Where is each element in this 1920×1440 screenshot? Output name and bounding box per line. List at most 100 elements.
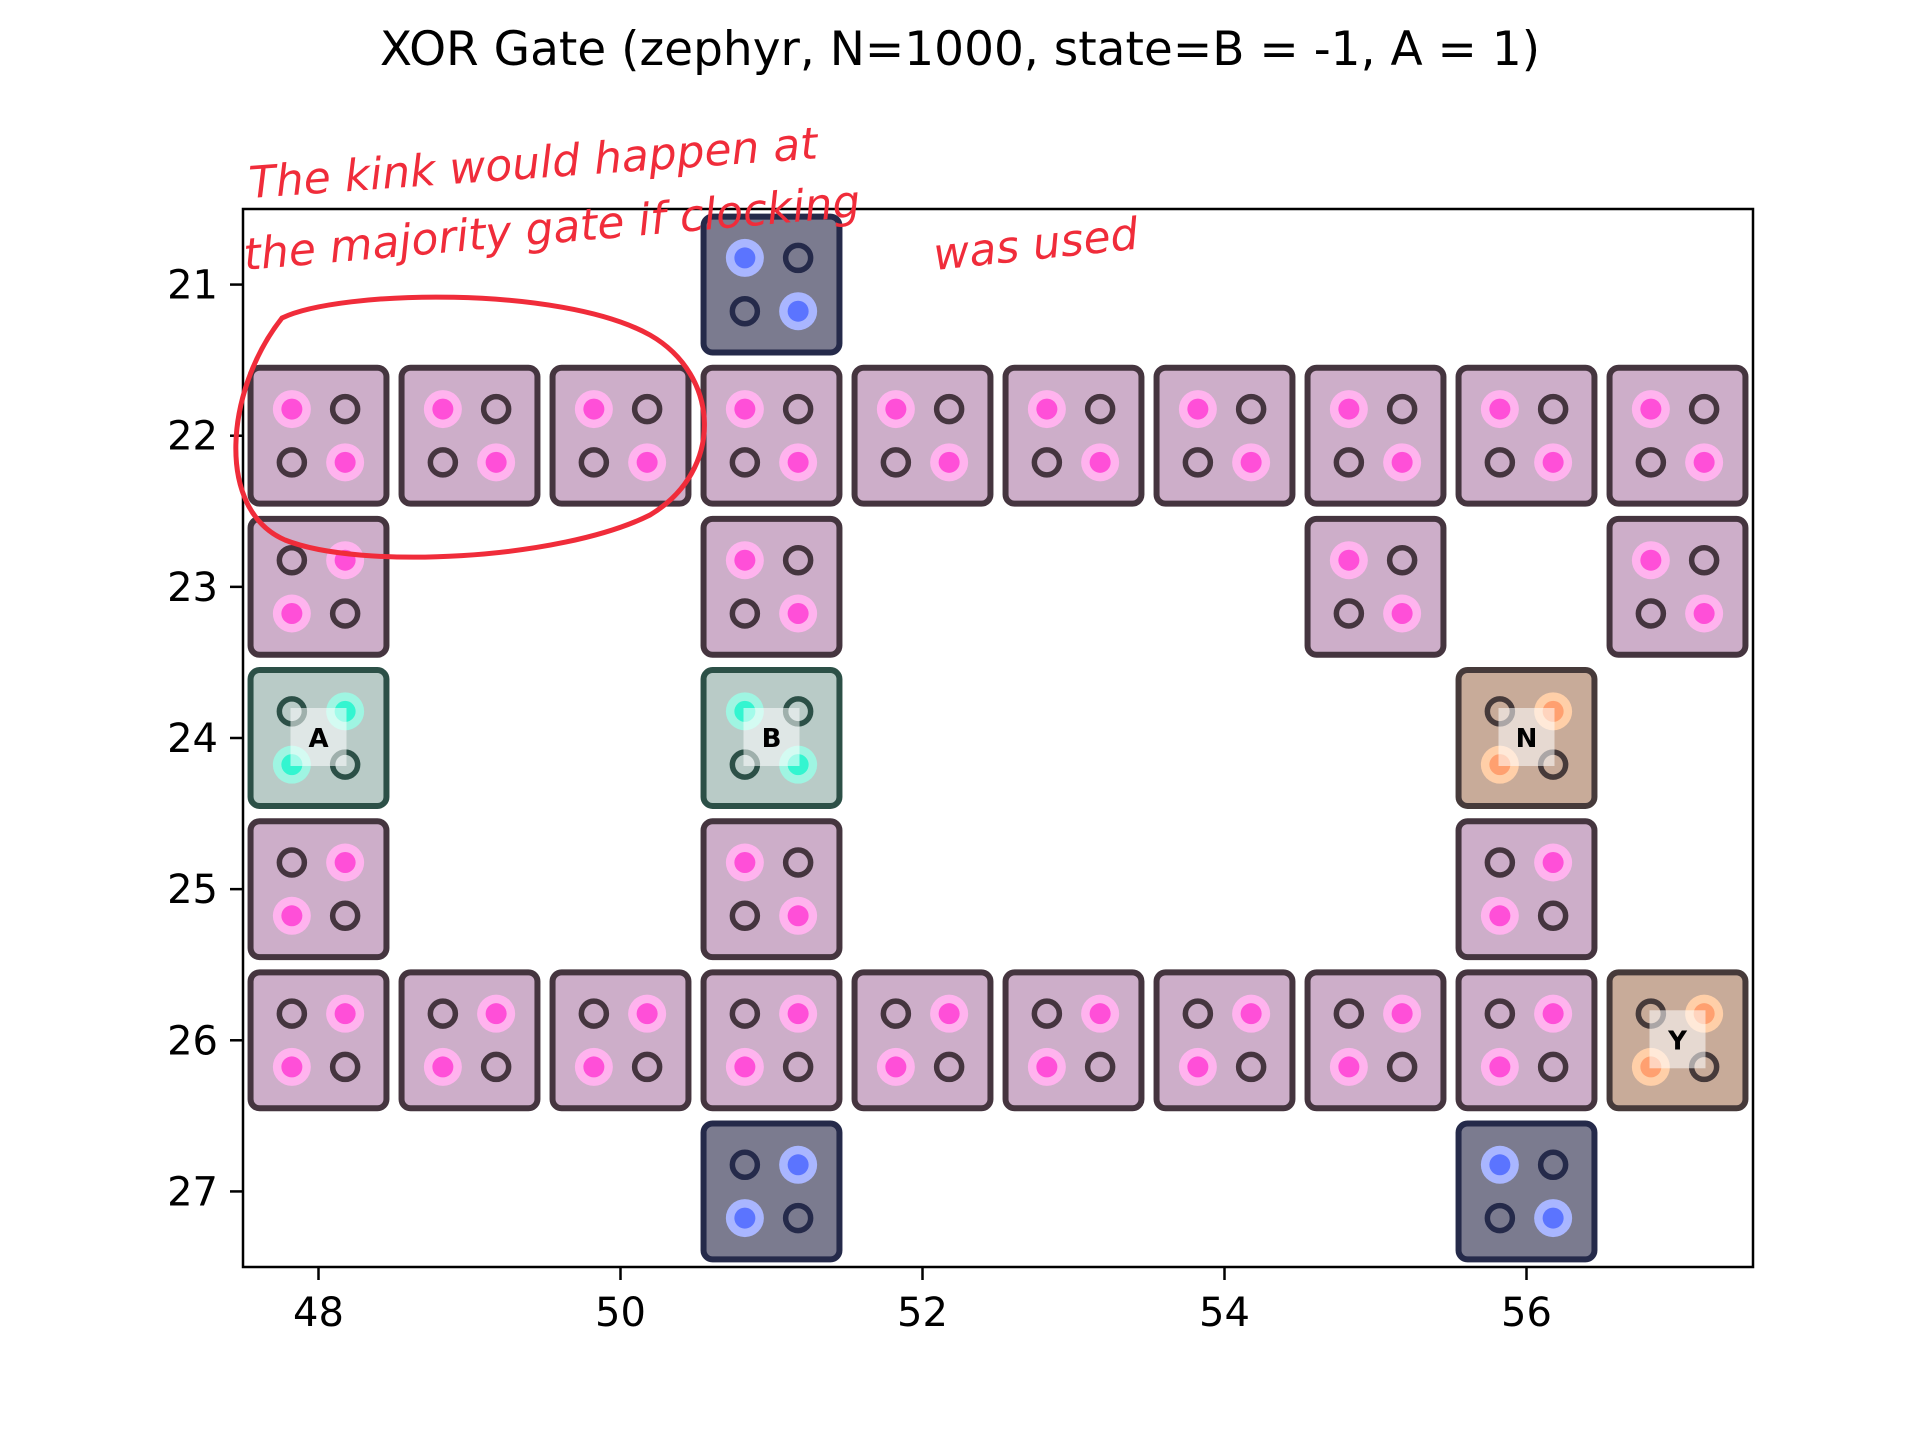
qca-cell-normal: [1455, 818, 1598, 961]
x-tick-label: 50: [595, 1290, 646, 1336]
cell-box: [851, 969, 994, 1112]
qca-cell-fixed: [1455, 1120, 1598, 1263]
empty-dot: [631, 393, 663, 425]
charged-dot: [583, 1056, 605, 1078]
cell-box: [247, 515, 390, 658]
cell-label-box: [1498, 708, 1555, 766]
cell-label-box: [743, 708, 800, 766]
empty-dot: [276, 847, 308, 878]
charged-dot: [938, 1003, 960, 1025]
cell-box: [700, 364, 843, 507]
empty-dot: [1537, 900, 1569, 932]
cell-box: [1002, 969, 1145, 1112]
charged-dot: [432, 1056, 454, 1078]
empty-dot: [880, 447, 912, 478]
charged-dot: [1036, 398, 1058, 420]
empty-dot: [1688, 393, 1720, 425]
empty-dot: [880, 998, 912, 1029]
qca-cell-normal: [700, 515, 843, 658]
cell-box: [247, 818, 390, 961]
qca-cell-normal: [1304, 364, 1447, 507]
charged-dot: [1391, 602, 1413, 624]
cell-box: [1455, 1120, 1598, 1263]
charged-dot: [636, 1003, 658, 1025]
qca-cell-normal: [700, 818, 843, 961]
y-tick-label: 24: [167, 716, 218, 762]
empty-dot: [1484, 847, 1516, 878]
qca-cell-output: Y: [1606, 969, 1749, 1112]
empty-dot: [427, 998, 459, 1029]
empty-dot: [480, 1051, 512, 1083]
charged-dot: [1240, 451, 1262, 473]
qca-cell-normal: [1153, 364, 1296, 507]
charged-dot: [1542, 1207, 1564, 1229]
charged-dot: [334, 451, 356, 473]
qca-cell-normal: [1606, 515, 1749, 658]
empty-dot: [276, 544, 308, 576]
cell-box: [1153, 364, 1296, 507]
empty-dot: [578, 998, 610, 1029]
charged-dot: [583, 398, 605, 420]
charged-dot: [1489, 1056, 1511, 1078]
charged-dot: [1693, 602, 1715, 624]
qca-cell-fixed: [700, 213, 843, 356]
empty-dot: [276, 998, 308, 1029]
y-tick-label: 21: [167, 263, 218, 309]
charged-dot: [885, 398, 907, 420]
cell-box: [398, 364, 541, 507]
cell-box: [700, 1120, 843, 1263]
charged-dot: [1640, 398, 1662, 420]
charged-dot: [1542, 1003, 1564, 1025]
charged-dot: [1489, 1154, 1511, 1176]
empty-dot: [1235, 1051, 1267, 1083]
cell-label: B: [762, 724, 782, 754]
charged-dot: [734, 852, 756, 874]
empty-dot: [729, 295, 761, 327]
charged-dot: [787, 602, 809, 624]
qca-cell-normal: [1304, 969, 1447, 1112]
qca-cell-fixed: [700, 1120, 843, 1263]
charged-dot: [1489, 905, 1511, 927]
charged-dot: [281, 905, 303, 927]
charged-dot: [1542, 451, 1564, 473]
cell-label: N: [1516, 724, 1538, 754]
empty-dot: [631, 1051, 663, 1083]
charged-dot: [1089, 1003, 1111, 1025]
empty-dot: [329, 598, 361, 629]
empty-dot: [782, 544, 814, 576]
empty-dot: [1537, 393, 1569, 425]
cells-layer: A B N Y: [247, 213, 1749, 1263]
chart-title: XOR Gate (zephyr, N=1000, state=B = -1, …: [379, 22, 1541, 77]
charged-dot: [1338, 549, 1360, 571]
cell-label-box: [290, 708, 347, 766]
qca-cell-normal: [1002, 969, 1145, 1112]
cell-box: [1455, 969, 1598, 1112]
empty-dot: [1333, 598, 1365, 629]
charged-dot: [787, 451, 809, 473]
charged-dot: [1036, 1056, 1058, 1078]
charged-dot: [787, 1154, 809, 1176]
empty-dot: [729, 1149, 761, 1181]
charged-dot: [734, 398, 756, 420]
charged-dot: [1338, 398, 1360, 420]
charged-dot: [787, 300, 809, 322]
empty-dot: [1031, 998, 1063, 1029]
empty-dot: [1386, 544, 1418, 576]
qca-cell-normal: [851, 364, 994, 507]
empty-dot: [1235, 393, 1267, 425]
charged-dot: [636, 451, 658, 473]
empty-dot: [782, 1202, 814, 1234]
empty-dot: [1688, 544, 1720, 576]
qca-cell-normal: [700, 969, 843, 1112]
charged-dot: [1391, 1003, 1413, 1025]
empty-dot: [1333, 998, 1365, 1029]
cell-box: [549, 364, 692, 507]
x-tick-label: 56: [1501, 1290, 1552, 1336]
charged-dot: [1187, 398, 1209, 420]
cell-box: [398, 969, 541, 1112]
charged-dot: [1489, 398, 1511, 420]
charged-dot: [1338, 1056, 1360, 1078]
ticks-layer: 48 50 52 54 56 21 22 23 24 25 26 27: [167, 263, 1552, 1336]
empty-dot: [1386, 393, 1418, 425]
empty-dot: [1031, 447, 1063, 478]
